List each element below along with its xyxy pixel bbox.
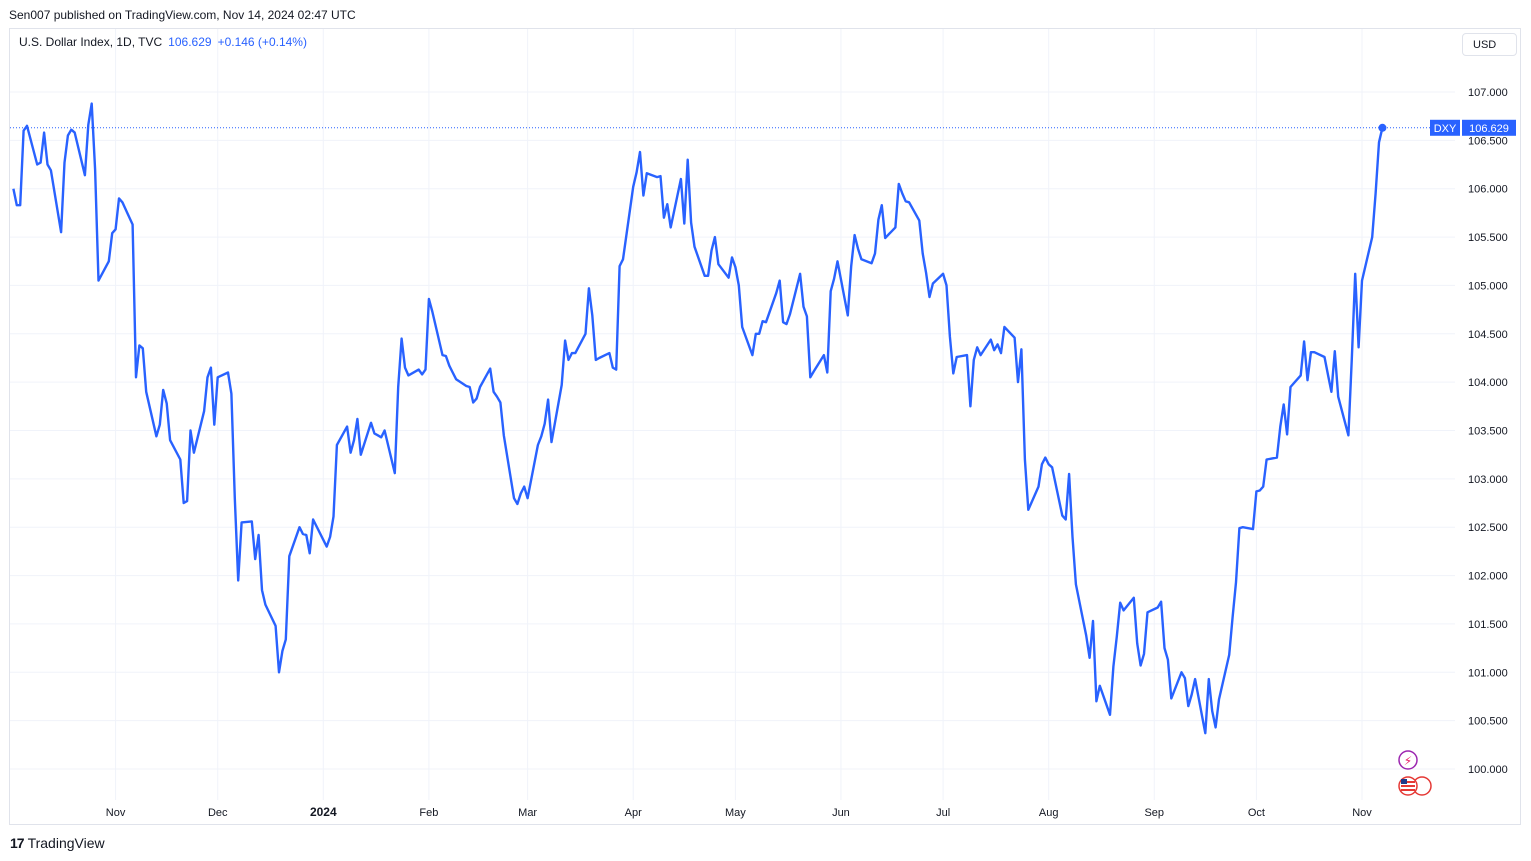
time-axis: Nov Dec 2024 Feb Mar Apr May Jun Jul Aug Sep Oct Nov [106, 805, 1372, 819]
y-tick-label: 103.500 [1468, 426, 1508, 438]
price-axis: 107.000 106.500 106.000 105.500 105.000 104.5… [1468, 87, 1508, 776]
tradingview-logo-icon: 17 [10, 835, 25, 851]
y-tick-label: 102.500 [1468, 522, 1508, 534]
tradingview-footer: 17 TradingView [10, 835, 105, 851]
y-tick-label: 106.500 [1468, 135, 1508, 147]
symbol-legend[interactable]: U.S. Dollar Index, 1D, TVC 106.629 +0.14… [19, 35, 307, 49]
badge-price: 106.629 [1469, 123, 1509, 135]
y-tick-label: 105.000 [1468, 280, 1508, 292]
x-tick-label: Nov [1352, 807, 1372, 819]
x-tick-label: Sep [1144, 807, 1164, 819]
last-price-dot [1378, 123, 1387, 132]
x-tick-label: Oct [1248, 807, 1265, 819]
x-tick-label: Jul [936, 807, 950, 819]
currency-button[interactable]: USD [1462, 33, 1517, 56]
symbol-label: U.S. Dollar Index, 1D, TVC [19, 35, 163, 49]
y-tick-label: 107.000 [1468, 87, 1508, 99]
badge-ticker: DXY [1434, 123, 1457, 135]
x-tick-label: May [725, 807, 746, 819]
dxy-price-line [12, 102, 1384, 735]
lightning-event-icon [1398, 750, 1418, 770]
y-tick-label: 106.000 [1468, 184, 1508, 196]
badge-price-bg [1462, 119, 1516, 136]
x-tick-label: Apr [625, 807, 642, 819]
y-tick-label: 105.500 [1468, 232, 1508, 244]
event-icons[interactable]: ⚡ [1398, 750, 1432, 796]
x-tick-label: Aug [1039, 807, 1059, 819]
y-tick-label: 104.500 [1468, 329, 1508, 341]
badge-ticker-bg [1430, 119, 1460, 136]
y-tick-label: 103.000 [1468, 474, 1508, 486]
x-tick-label: Feb [419, 807, 438, 819]
y-tick-label: 104.000 [1468, 377, 1508, 389]
y-tick-label: 102.000 [1468, 571, 1508, 583]
published-line: Sen007 published on TradingView.com, Nov… [9, 8, 356, 22]
last-price-badge: DXY 106.629 [1430, 119, 1516, 136]
x-tick-label: 2024 [310, 805, 337, 819]
y-tick-label: 101.000 [1468, 667, 1508, 679]
legend-change: +0.146 (+0.14%) [217, 35, 307, 49]
x-tick-label: Jun [832, 807, 850, 819]
y-tick-label: 101.500 [1468, 619, 1508, 631]
legend-price: 106.629 [168, 35, 212, 49]
y-tick-label: 100.500 [1468, 716, 1508, 728]
x-tick-label: Dec [208, 807, 228, 819]
svg-text:⚡: ⚡ [1404, 754, 1412, 768]
y-tick-label: 100.000 [1468, 764, 1508, 776]
x-tick-label: Mar [518, 807, 537, 819]
chart-frame [9, 28, 1521, 825]
x-tick-label: Nov [106, 807, 126, 819]
chart-grid [10, 29, 1455, 800]
tradingview-brand: TradingView [27, 835, 105, 851]
